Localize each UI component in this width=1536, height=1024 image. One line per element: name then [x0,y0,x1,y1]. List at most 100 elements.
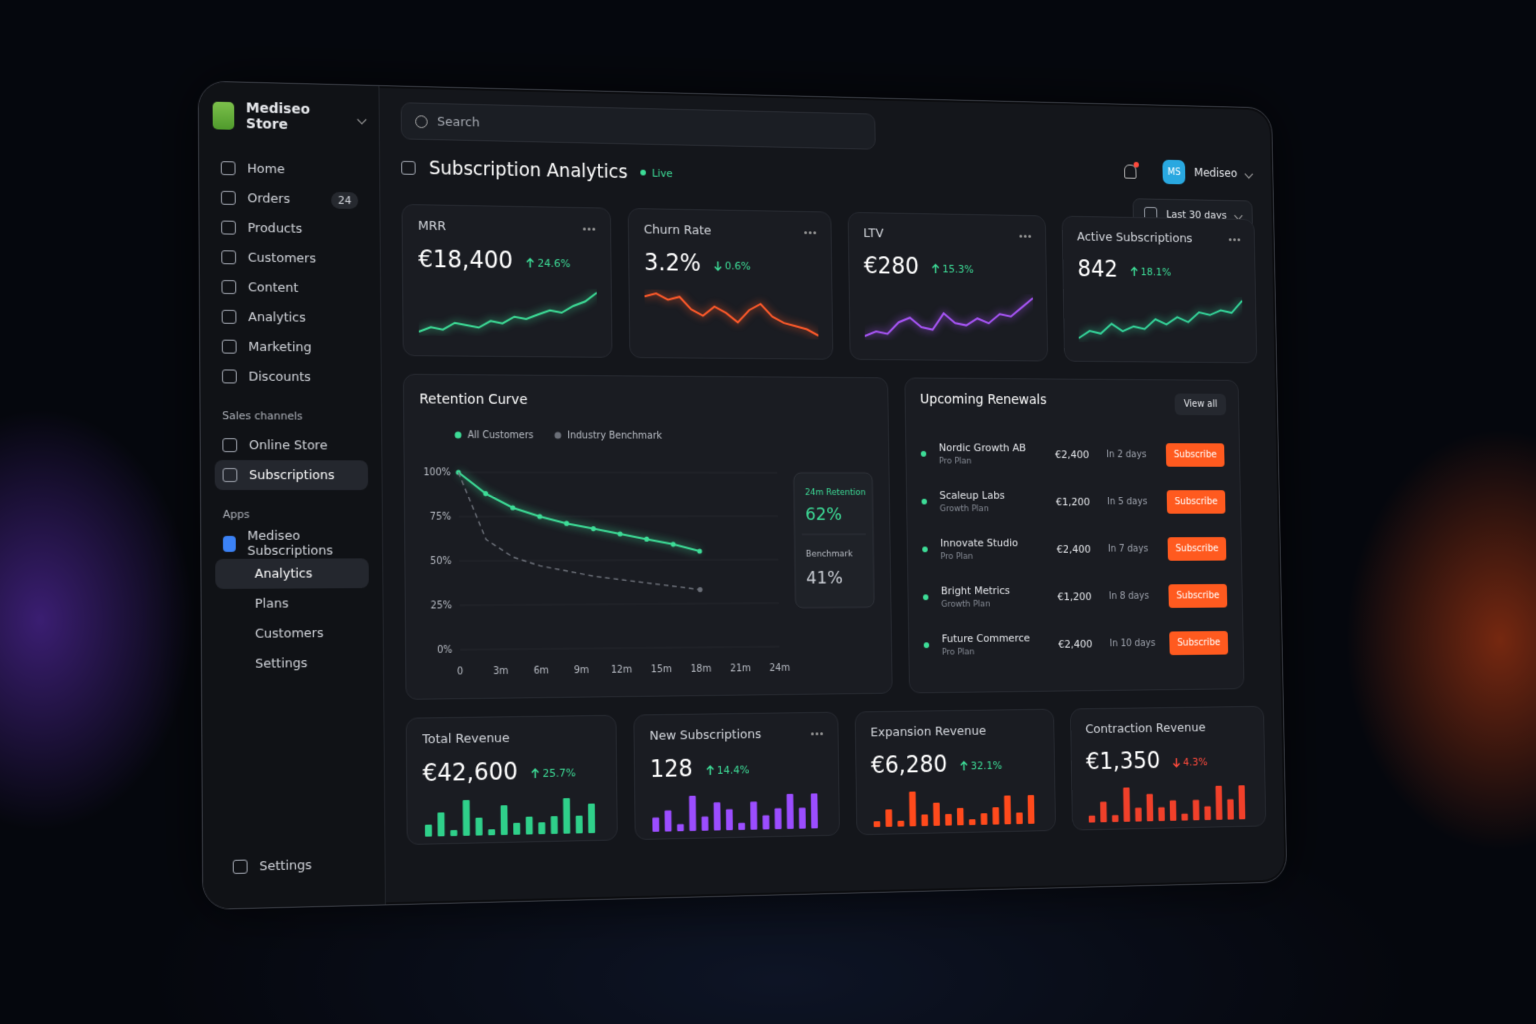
search-bar[interactable]: Search [400,102,876,150]
y-tick-label: 50% [430,556,451,567]
card-menu[interactable] [1019,234,1032,238]
nav-label: Customers [247,250,317,266]
mini-bar [538,822,546,835]
retention-card: Retention Curve All Customers Industry Ben… [402,373,893,700]
notifications[interactable] [1124,164,1137,179]
mini-bar [701,816,709,831]
subscribe-button[interactable]: Subscribe [1169,630,1229,655]
renewal-amount: €2,400 [1058,637,1093,651]
menu-dot [808,231,812,235]
mini-bar [513,822,521,835]
retention-line [458,472,699,552]
change-value: 32.1% [970,759,1003,773]
user-menu[interactable]: MS Mediseo [1124,159,1254,186]
card-menu[interactable] [582,227,596,231]
change-arrow [714,260,722,271]
kpi-card: Churn Rate 3.2% 0.6% [627,207,834,360]
nav-item[interactable]: Products [213,212,366,244]
callout-value: 41% [806,568,843,589]
bar-sparkline [873,791,1035,828]
nav-item[interactable]: Marketing [214,332,367,363]
retention-point [644,536,650,542]
app-window: Mediseo Store Home Orders 24 Products Custome… [197,80,1288,911]
nav-item[interactable]: Orders 24 [213,183,366,215]
subscribe-button[interactable]: Subscribe [1167,536,1227,561]
mini-bar [1146,793,1154,822]
card-change: 25.7% [531,766,576,780]
nav-item[interactable]: Customers [213,242,366,274]
nav-item[interactable]: Subscriptions [214,460,369,491]
mini-bar [810,793,818,829]
mini-bar [873,821,881,828]
card-menu[interactable] [811,732,823,736]
card-value: 842 [1077,255,1119,283]
nav-item[interactable]: Discounts [214,361,367,392]
card-label: LTV [863,226,884,242]
y-tick-label: 0% [437,645,452,656]
menu-dot [804,231,808,235]
retention-point [483,491,489,497]
mini-bar [968,819,976,826]
summary-card: New Subscriptions 128 14.4% [633,711,840,841]
retention-point [537,513,543,520]
app-item[interactable]: Mediseo Subscriptions [215,529,369,559]
settings-icon [232,859,248,874]
section-label: Apps [222,507,250,521]
nav-item[interactable]: Analytics [214,302,367,333]
subnav-item[interactable]: Plans [254,596,289,612]
nav-item[interactable]: Content [214,272,367,304]
change-arrow [706,765,715,776]
menu-dot [1237,238,1241,242]
legend-swatch [554,431,562,439]
sparkline [864,292,1033,341]
card-value: €1,350 [1085,747,1161,775]
nav-label: Content [247,279,299,296]
store-switcher[interactable]: Mediseo Store [212,100,367,135]
bar-sparkline [652,793,818,832]
kpi-row: MRR €18,400 24.6% Churn Rate 3.2% 0.6% LTV €280… [401,203,1258,364]
subscribe-button[interactable]: Subscribe [1168,583,1228,608]
nav-icon [221,369,237,384]
nav-item[interactable]: Online Store [214,430,367,460]
card-label: New Subscriptions [649,727,762,744]
subnav-item[interactable]: Customers [254,625,324,642]
mini-bar [762,815,770,830]
retention-point [617,531,623,537]
plan-name: Growth Plan [941,599,991,610]
nav-item[interactable]: Home [213,153,366,186]
card-label: Expansion Revenue [870,724,987,741]
subscribe-button[interactable]: Subscribe [1165,442,1225,467]
callout-label: Benchmark [806,549,854,559]
sparkline-line [645,293,819,335]
card-menu[interactable] [1228,238,1241,242]
plan-name: Pro Plan [941,647,975,658]
plan-name: Pro Plan [940,552,974,562]
grid-line [460,603,779,605]
legend-label: Industry Benchmark [567,430,662,441]
mini-bar [945,813,952,826]
page-title: Subscription Analytics [428,157,628,183]
app-icon [222,535,236,552]
subnav-item[interactable]: Analytics [215,558,369,589]
renewal-due: In 7 days [1107,543,1149,554]
renewal-row: Future Commerce Pro Plan €2,400 In 10 days S… [923,619,1229,669]
renewal-amount: €2,400 [1054,448,1090,461]
nav-icon [222,438,238,453]
store-logo [212,101,235,130]
subnav-item[interactable]: Settings [255,655,308,672]
card-value-row: €6,280 32.1% [871,749,1040,779]
bar-sparkline [424,798,596,837]
view-all-button[interactable]: View all [1174,393,1227,416]
mini-bar [1135,807,1142,822]
settings-link[interactable]: Settings [225,850,320,882]
legend-label: All Customers [468,430,534,441]
callout-label: 24m Retention [805,488,866,498]
mini-bar [450,830,458,837]
mini-bar [437,812,445,837]
nav-label: Analytics [248,309,306,326]
subscribe-button[interactable]: Subscribe [1166,489,1226,514]
arrow-path [1173,758,1179,767]
card-value: 3.2% [643,248,701,277]
card-menu[interactable] [804,231,817,235]
renewal-row: Innovate Studio Pro Plan €2,400 In 7 days Su… [922,525,1228,573]
